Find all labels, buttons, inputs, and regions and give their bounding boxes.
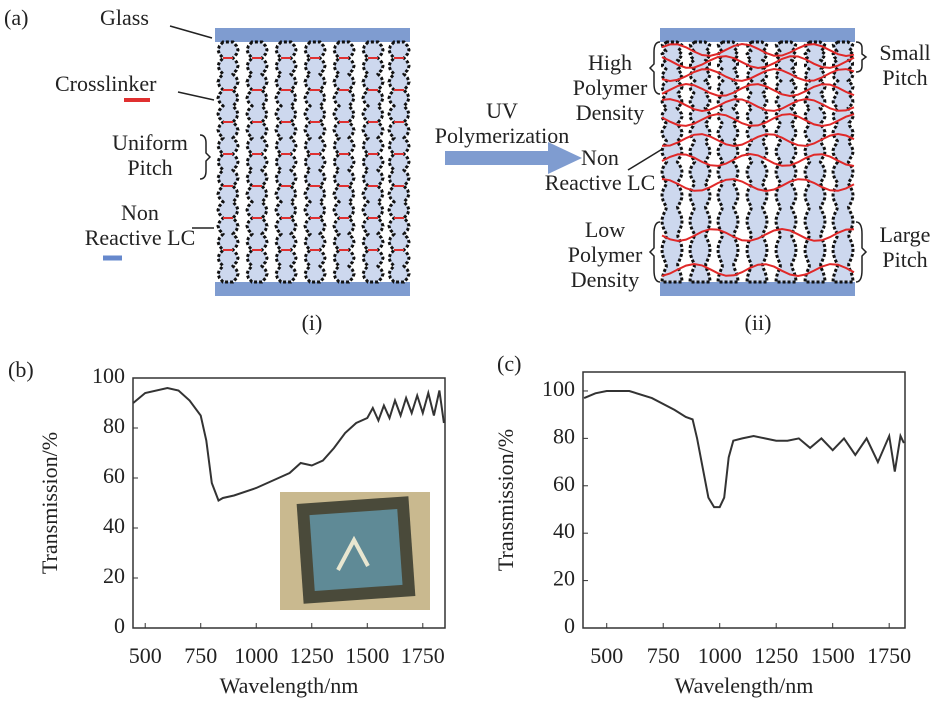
diagram-art (103, 25, 868, 610)
diagram-label: Pitch (127, 155, 172, 180)
lc-column (688, 40, 712, 284)
bracket (648, 221, 661, 283)
pointer (177, 91, 215, 101)
bracket (855, 221, 868, 283)
x-tick-label: 750 (184, 643, 217, 668)
x-tick-label: 1250 (754, 643, 798, 668)
diagram-label: Non (581, 145, 619, 170)
lc-column (303, 40, 327, 284)
diagram-label: Polymer (573, 75, 648, 100)
glass-plate (660, 282, 855, 296)
inset-mark (336, 535, 370, 571)
diagram-label: UV (486, 98, 518, 123)
panel-label: (c) (497, 351, 521, 376)
pointer (169, 25, 213, 39)
polymer-network (661, 227, 855, 243)
polymer-network (661, 112, 855, 128)
polymer-network (661, 178, 855, 193)
diagram-label: High (588, 50, 632, 75)
diagram-label: Glass (100, 5, 149, 30)
x-tick-label: 1750 (867, 643, 911, 668)
y-tick-label: 100 (92, 363, 125, 388)
diagram-label: Low (585, 217, 625, 242)
bracket (199, 134, 212, 180)
diagram-label: Polymer (568, 242, 643, 267)
spectrum-line (583, 390, 905, 509)
diagram-label: Uniform (112, 130, 188, 155)
arrow-body (445, 151, 550, 165)
glass-plate (215, 282, 410, 296)
y-tick-label: 20 (553, 566, 575, 591)
y-tick-label: 100 (542, 376, 575, 401)
y-tick-label: 40 (553, 518, 575, 543)
diagram-label: Density (576, 100, 644, 125)
x-tick-label: 1000 (234, 643, 278, 668)
x-axis-label: Wavelength/nm (220, 673, 359, 698)
spectrum-line (132, 386, 445, 502)
y-axis-label: Transmission/% (493, 429, 518, 571)
glass-plate (660, 28, 855, 42)
glass-plate (215, 28, 410, 42)
x-tick-label: 750 (647, 643, 680, 668)
panel-label: (a) (4, 5, 28, 30)
polymer-network (661, 262, 855, 278)
lc-column (274, 40, 298, 284)
diagram-label: Non (121, 200, 159, 225)
x-tick-label: 500 (590, 643, 623, 668)
lc-column (361, 40, 385, 284)
polymer-network (661, 55, 855, 70)
lc-column (245, 40, 269, 284)
diagram-label: (i) (302, 310, 323, 335)
diagram-label: (ii) (745, 310, 772, 335)
x-tick-label: 1500 (345, 643, 389, 668)
y-tick-label: 80 (103, 413, 125, 438)
plot-frame (132, 377, 446, 629)
polymer-network (661, 132, 855, 148)
polymer-network (661, 67, 855, 83)
diagram-label: Reactive LC (545, 170, 656, 195)
lc-column (387, 40, 411, 284)
x-tick-label: 1250 (290, 643, 334, 668)
diagram-label: Polymerization (435, 123, 569, 148)
y-tick-label: 40 (103, 513, 125, 538)
diagram-label: Reactive LC (85, 225, 196, 250)
diagram-label: Pitch (882, 247, 927, 272)
x-axis-label: Wavelength/nm (675, 673, 814, 698)
diagram-label: Density (571, 267, 639, 292)
x-tick-label: 1500 (811, 643, 855, 668)
y-tick-label: 0 (114, 613, 125, 638)
lc-column (774, 40, 798, 284)
y-axis-label: Transmission/% (37, 432, 62, 574)
diagram-label: Large (880, 222, 931, 247)
lc-column (332, 40, 356, 284)
x-tick-label: 1750 (401, 643, 445, 668)
y-tick-label: 0 (564, 613, 575, 638)
polymer-network (661, 42, 855, 58)
polymer-network (661, 97, 855, 113)
bracket (648, 41, 661, 95)
pointer (627, 147, 665, 171)
x-tick-label: 1000 (698, 643, 742, 668)
lc-column (660, 40, 684, 284)
lc-column (745, 40, 769, 284)
polymer-network (661, 82, 855, 98)
diagram-label: Crosslinker (55, 71, 157, 96)
y-tick-label: 60 (553, 471, 575, 496)
diagram-label: Small (879, 40, 930, 65)
x-tick-label: 500 (129, 643, 162, 668)
bracket (855, 41, 868, 73)
y-tick-label: 20 (103, 563, 125, 588)
arrow-head (548, 142, 582, 174)
lc-column (216, 40, 240, 284)
panel-label: (b) (8, 357, 34, 382)
diagram-label: Pitch (882, 65, 927, 90)
y-tick-label: 80 (553, 423, 575, 448)
inset-window (309, 509, 403, 591)
plot-frame (582, 371, 906, 629)
y-tick-label: 60 (103, 463, 125, 488)
polymer-network (661, 152, 855, 167)
